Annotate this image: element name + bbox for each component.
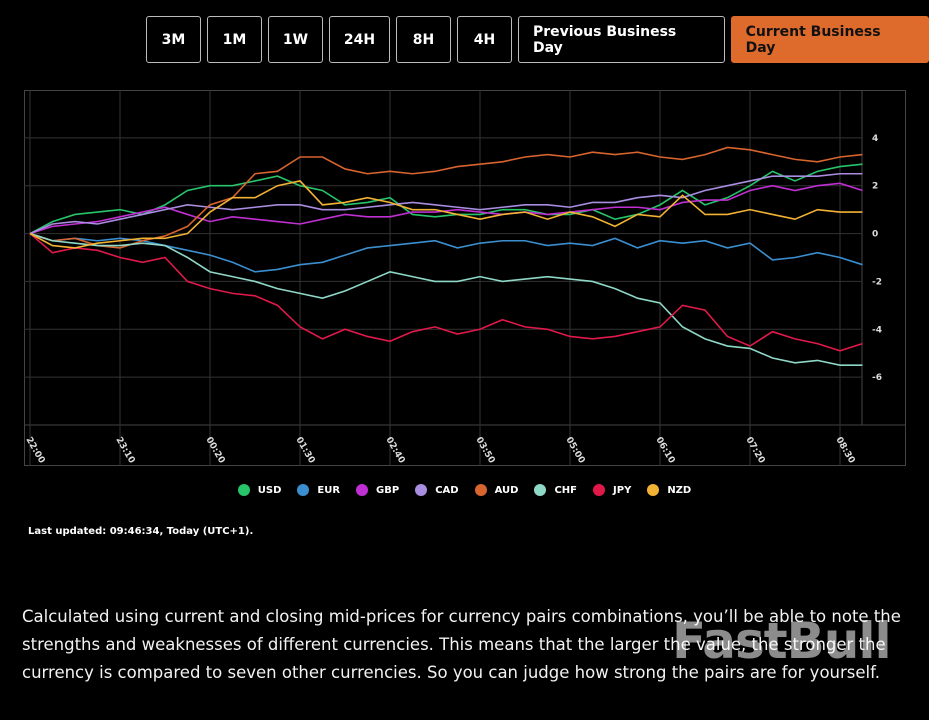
series-line: [29, 232, 863, 366]
x-tick-label: 01:30: [293, 436, 316, 466]
last-updated: Last updated: 09:46:34, Today (UTC+1).: [28, 526, 254, 537]
x-tick-label: 05:00: [563, 436, 586, 466]
legend-label: CAD: [435, 484, 459, 496]
legend-swatch: [647, 484, 660, 496]
legend-swatch: [593, 484, 606, 496]
y-tick-label: 4: [872, 134, 878, 144]
range-button[interactable]: Previous Business Day: [517, 16, 725, 63]
range-button[interactable]: Current Business Day: [730, 16, 929, 63]
range-button[interactable]: 1M: [207, 16, 262, 63]
y-tick-label: -2: [872, 277, 882, 287]
range-button[interactable]: 3M: [146, 16, 201, 63]
x-tick-label: 03:50: [473, 436, 496, 466]
x-tick-label: 06:10: [653, 436, 676, 466]
series-line: [29, 146, 863, 249]
y-tick-label: -6: [872, 373, 882, 383]
x-tick-label: 00:20: [203, 436, 226, 466]
legend-label: USD: [257, 484, 282, 496]
series-line: [29, 232, 863, 273]
legend-swatch: [474, 484, 487, 496]
legend-item: CAD: [415, 484, 459, 496]
legend: USD EUR GBP CAD AUD CHF JPY NZD: [0, 484, 929, 496]
series-line: [29, 172, 863, 235]
y-tick-label: 0: [872, 230, 878, 240]
series-line: [29, 180, 863, 249]
range-button[interactable]: 1W: [268, 16, 323, 63]
legend-label: GBP: [376, 484, 400, 496]
legend-label: AUD: [494, 484, 519, 496]
legend-item: EUR: [297, 484, 340, 496]
series-line: [29, 163, 863, 235]
legend-swatch: [237, 484, 250, 496]
legend-swatch: [356, 484, 369, 496]
legend-item: GBP: [356, 484, 399, 496]
description: Calculated using current and closing mid…: [22, 607, 901, 682]
series-line: [29, 232, 863, 352]
y-tick-label: -4: [872, 325, 882, 335]
chart: -6 -4 -2 0 2 4 22:00 23:10 00:20 01:30 02:40 03:50 0…: [24, 90, 906, 466]
legend-item: USD: [237, 484, 282, 496]
range-button[interactable]: 4H: [456, 16, 512, 63]
legend-item: JPY: [593, 484, 631, 496]
watermark: FastBull: [672, 612, 892, 670]
legend-item: CHF: [534, 484, 577, 496]
legend-label: JPY: [613, 484, 632, 496]
x-tick-label: 07:20: [743, 436, 766, 466]
x-tick-label: 08:30: [833, 436, 856, 466]
x-tick-label: 02:40: [383, 436, 406, 466]
range-buttons: 3M 1M 1W 24H 8H 4H Previous Business Day Curren…: [146, 16, 929, 63]
y-tick-label: 2: [872, 182, 878, 192]
x-tick-label: 23:10: [113, 436, 136, 466]
legend-item: NZD: [647, 484, 691, 496]
legend-label: NZD: [667, 484, 692, 496]
legend-item: AUD: [474, 484, 519, 496]
legend-swatch: [415, 484, 428, 496]
range-button[interactable]: 24H: [329, 16, 390, 63]
legend-swatch: [534, 484, 547, 496]
legend-label: CHF: [554, 484, 578, 496]
legend-label: EUR: [317, 484, 341, 496]
x-tick-label: 22:00: [24, 436, 46, 466]
legend-swatch: [297, 484, 310, 496]
range-button[interactable]: 8H: [395, 16, 451, 63]
chart-frame: [24, 90, 906, 466]
